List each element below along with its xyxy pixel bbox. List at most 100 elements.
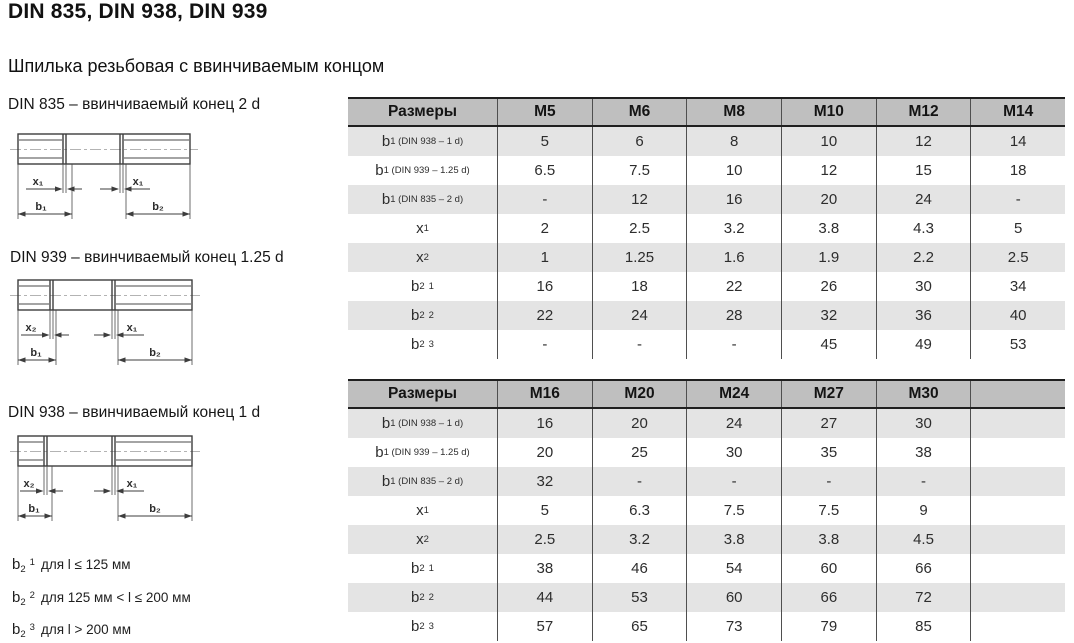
value-cell: 60	[686, 583, 781, 612]
symbol-base: x	[416, 249, 424, 266]
value-cell: 57	[497, 612, 592, 641]
value-cell: 4.5	[875, 525, 971, 554]
value-cell: 10	[686, 156, 781, 185]
footnote-text: для l > 200 мм	[40, 622, 131, 637]
value-cell: 6	[591, 127, 687, 156]
value-cell: -	[875, 467, 971, 496]
footnote-b2-2: b22 для 125 мм < l ≤ 200 мм	[12, 589, 191, 608]
value-cell: 16	[497, 409, 592, 438]
symbol-base: b	[411, 336, 420, 353]
value-cell: 20	[497, 438, 592, 467]
value-cell: 35	[781, 438, 876, 467]
figure-label-din835: DIN 835 – ввинчиваемый конец 2 d	[8, 96, 261, 113]
value-cell: 79	[781, 612, 876, 641]
symbol-base: b	[381, 473, 391, 490]
dim-x-left-label: x₂	[25, 322, 36, 334]
value-cell: 5	[497, 127, 592, 156]
table-row: x 2 2.5 3.2 3.8 3.8 4.5	[348, 525, 1065, 554]
footnote-text: для 125 мм < l ≤ 200 мм	[40, 590, 191, 605]
value-cell: 30	[686, 438, 781, 467]
value-cell: 53	[970, 330, 1065, 359]
symbol-base: b	[381, 133, 391, 150]
value-cell	[970, 438, 1065, 467]
value-cell: 5	[970, 214, 1065, 243]
symbol-base: b	[12, 556, 21, 573]
footnote-symbol: b22	[12, 589, 35, 608]
dim-b2-label: b₂	[149, 347, 161, 359]
value-cell: 85	[875, 612, 971, 641]
value-cell: 12	[875, 127, 971, 156]
value-cell: 38	[497, 554, 592, 583]
column-header: M5	[497, 99, 592, 125]
column-header: M12	[875, 99, 971, 125]
footnote-symbol: b23	[12, 621, 35, 639]
footnote-b2-1: b21 для l ≤ 125 мм	[12, 556, 131, 575]
table-row: b 2 3 57 65 73 79 85	[348, 612, 1065, 641]
value-cell: 15	[875, 156, 971, 185]
value-cell: 66	[875, 554, 971, 583]
value-cell: -	[781, 467, 876, 496]
value-cell: 24	[875, 185, 971, 214]
value-cell: 18	[591, 272, 687, 301]
value-cell: 30	[875, 272, 971, 301]
symbol-base: b	[411, 618, 420, 635]
dim-x-right-label: x₁	[133, 176, 144, 188]
symbol-base: b	[381, 415, 391, 432]
value-cell: 12	[591, 185, 687, 214]
symbol-base: x	[416, 531, 424, 548]
value-cell: 2.5	[497, 525, 592, 554]
symbol-base: b	[411, 560, 420, 577]
value-cell: 40	[970, 301, 1065, 330]
value-cell: 25	[591, 438, 687, 467]
value-cell: 5	[497, 496, 592, 525]
table-header-row: Размеры M16 M20 M24 M27 M30	[348, 379, 1065, 409]
symbol-subscript: 2	[20, 564, 26, 575]
value-cell: 65	[591, 612, 687, 641]
value-cell	[970, 496, 1065, 525]
value-cell: 7.5	[781, 496, 876, 525]
symbol-superscript: 1	[29, 557, 35, 568]
value-cell: 3.2	[591, 525, 687, 554]
value-cell: 16	[497, 272, 592, 301]
value-cell: 3.2	[686, 214, 781, 243]
value-cell: 3.8	[781, 214, 876, 243]
column-header: M10	[781, 99, 876, 125]
dim-b2-label: b₂	[149, 503, 161, 515]
value-cell: 73	[686, 612, 781, 641]
value-cell: 26	[781, 272, 876, 301]
symbol-base: x	[416, 220, 424, 237]
value-cell: 2	[497, 214, 592, 243]
column-header-sizes: Размеры	[387, 103, 458, 120]
dim-b1-label: b₁	[30, 347, 42, 359]
value-cell: 53	[591, 583, 687, 612]
value-cell: 20	[591, 409, 687, 438]
dim-b1-label: b₁	[35, 201, 47, 213]
value-cell: 38	[875, 438, 971, 467]
value-cell	[970, 554, 1065, 583]
symbol-subscript: 2	[20, 597, 26, 608]
table-row: b 2 2 44 53 60 66 72	[348, 583, 1065, 612]
value-cell	[970, 583, 1065, 612]
value-cell: 24	[686, 409, 781, 438]
stud-drawing-din939: x₂ x₁ b₁ b₂	[10, 279, 200, 365]
value-cell: 9	[875, 496, 971, 525]
value-cell	[970, 612, 1065, 641]
value-cell: 27	[781, 409, 876, 438]
value-cell: 6.3	[591, 496, 687, 525]
footnote-text: для l ≤ 125 мм	[40, 557, 131, 572]
symbol-superscript: 3	[29, 622, 35, 633]
value-cell: 60	[781, 554, 876, 583]
value-cell: 2.5	[970, 243, 1065, 272]
